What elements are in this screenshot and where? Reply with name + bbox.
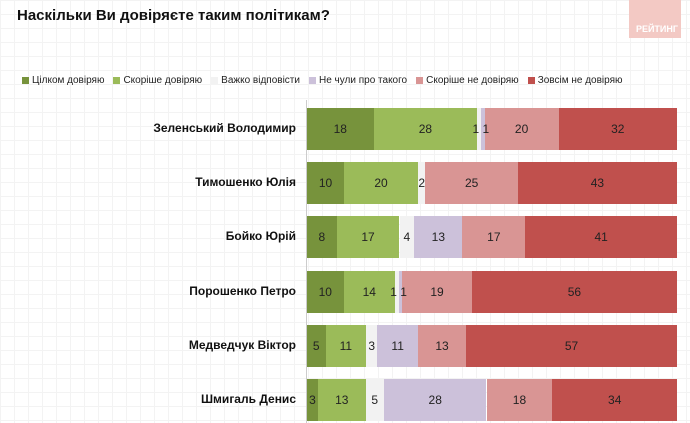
bar-segment bbox=[525, 216, 677, 259]
data-label: 5 bbox=[371, 393, 379, 407]
data-label: 41 bbox=[594, 230, 608, 245]
legend-label: Цілком довіряю bbox=[32, 75, 105, 86]
bar-segment bbox=[517, 162, 677, 205]
bar-segment bbox=[307, 270, 344, 313]
legend-label: Скоріше довіряю bbox=[123, 75, 203, 86]
bar-segment bbox=[377, 324, 418, 367]
legend-swatch bbox=[22, 77, 29, 84]
legend-item: Важко відповісти bbox=[211, 75, 300, 86]
legend-item: Зовсім не довіряю bbox=[527, 75, 623, 86]
legend-item: Не чули про такого bbox=[308, 75, 408, 86]
data-label: 19 bbox=[430, 284, 444, 299]
data-label: 20 bbox=[374, 176, 388, 191]
category-label: Бойко Юрій bbox=[225, 229, 296, 244]
data-label: 56 bbox=[567, 284, 582, 299]
data-label: 8 bbox=[318, 230, 326, 245]
bar-segment bbox=[480, 108, 485, 150]
data-label: 13 bbox=[431, 230, 446, 245]
bar-segment bbox=[343, 270, 395, 313]
bar-segment bbox=[307, 324, 326, 367]
bar-segment bbox=[486, 379, 553, 421]
category-label: Шмигаль Денис bbox=[201, 392, 296, 406]
category-axis bbox=[306, 100, 307, 423]
data-label: 20 bbox=[514, 122, 529, 136]
data-label: 10 bbox=[318, 284, 332, 299]
legend-label: Не чули про такого bbox=[318, 75, 408, 86]
data-label: 5 bbox=[312, 338, 320, 353]
data-label: 10 bbox=[318, 176, 333, 191]
bar-segment bbox=[484, 108, 559, 150]
legend-item: Скоріше довіряю bbox=[113, 75, 202, 86]
legend-swatch bbox=[308, 77, 316, 84]
bar-segment bbox=[398, 270, 403, 313]
bar-segment bbox=[477, 108, 481, 150]
rating-logo: РЕЙТИНГ bbox=[629, 0, 681, 38]
data-label: 3 bbox=[309, 393, 316, 407]
data-label: 2 bbox=[418, 176, 426, 191]
legend-label: Скоріше не довіряю bbox=[426, 75, 519, 86]
category-label: Порошенко Петро bbox=[189, 283, 296, 298]
bar-segment bbox=[317, 379, 366, 421]
legend: Цілком довіряю Скоріше довіряю Важко відпо… bbox=[22, 75, 623, 86]
legend-swatch bbox=[113, 77, 121, 84]
legend-item: Цілком довіряю bbox=[22, 75, 104, 86]
legend-swatch bbox=[527, 77, 535, 84]
bar-segment bbox=[307, 379, 318, 421]
bar-segment bbox=[383, 379, 487, 421]
legend-swatch bbox=[211, 77, 219, 84]
bar-segment bbox=[394, 270, 399, 313]
bar-segment bbox=[466, 324, 677, 367]
data-label: 25 bbox=[464, 176, 479, 191]
bar-segment bbox=[325, 324, 367, 367]
bar-segment bbox=[365, 379, 384, 421]
bar-segment bbox=[558, 108, 677, 150]
data-label: 57 bbox=[564, 338, 579, 353]
legend-item: Скоріше не довіряю bbox=[416, 75, 519, 86]
data-label: 3 bbox=[368, 338, 376, 353]
data-label: 32 bbox=[611, 122, 625, 136]
chart-title: Наскільки Ви довіряєте таким політикам? bbox=[17, 7, 330, 24]
bar-segment bbox=[418, 162, 426, 205]
data-label: 18 bbox=[512, 393, 527, 407]
data-label: 17 bbox=[487, 230, 501, 245]
data-label: 28 bbox=[428, 393, 442, 407]
bar-segment bbox=[402, 270, 472, 313]
legend-label: Важко відповісти bbox=[221, 75, 300, 86]
data-label: 11 bbox=[339, 338, 353, 353]
bar-segment bbox=[307, 216, 337, 259]
bar-segment bbox=[307, 162, 344, 205]
category-label: Медведчук Віктор bbox=[188, 337, 296, 352]
data-label: 34 bbox=[608, 393, 622, 407]
data-label: 17 bbox=[361, 230, 375, 245]
bar-segment bbox=[462, 216, 526, 259]
bar-segment bbox=[471, 270, 677, 313]
data-label: 1 bbox=[400, 284, 407, 299]
legend-label: Зовсім не довіряю bbox=[537, 75, 623, 86]
data-label: 13 bbox=[335, 393, 349, 407]
bar-segment bbox=[373, 108, 478, 150]
data-label: 28 bbox=[418, 122, 433, 136]
data-label: 14 bbox=[362, 284, 376, 299]
bar-segment bbox=[366, 324, 378, 367]
bar-segment bbox=[344, 162, 418, 205]
category-label: Зеленський Володимир bbox=[153, 121, 296, 135]
bar-segment bbox=[307, 108, 374, 150]
data-label: 1 bbox=[482, 122, 490, 136]
legend-swatch bbox=[416, 77, 424, 84]
bar-segment bbox=[552, 379, 677, 421]
bar-segment bbox=[399, 216, 415, 259]
data-label: 43 bbox=[590, 176, 605, 191]
bar-segment bbox=[336, 216, 400, 259]
data-label: 13 bbox=[435, 338, 449, 353]
bar-segment bbox=[418, 324, 467, 367]
data-label: 4 bbox=[403, 230, 411, 245]
bar-segment bbox=[414, 216, 463, 259]
data-label: 1 bbox=[390, 284, 397, 299]
data-label: 18 bbox=[333, 122, 347, 136]
bar-segment bbox=[425, 162, 518, 205]
data-label: 11 bbox=[391, 338, 404, 353]
logo-text: РЕЙТИНГ bbox=[635, 24, 678, 34]
category-label: Тимошенко Юлія bbox=[195, 175, 296, 190]
data-label: 1 bbox=[472, 122, 480, 136]
